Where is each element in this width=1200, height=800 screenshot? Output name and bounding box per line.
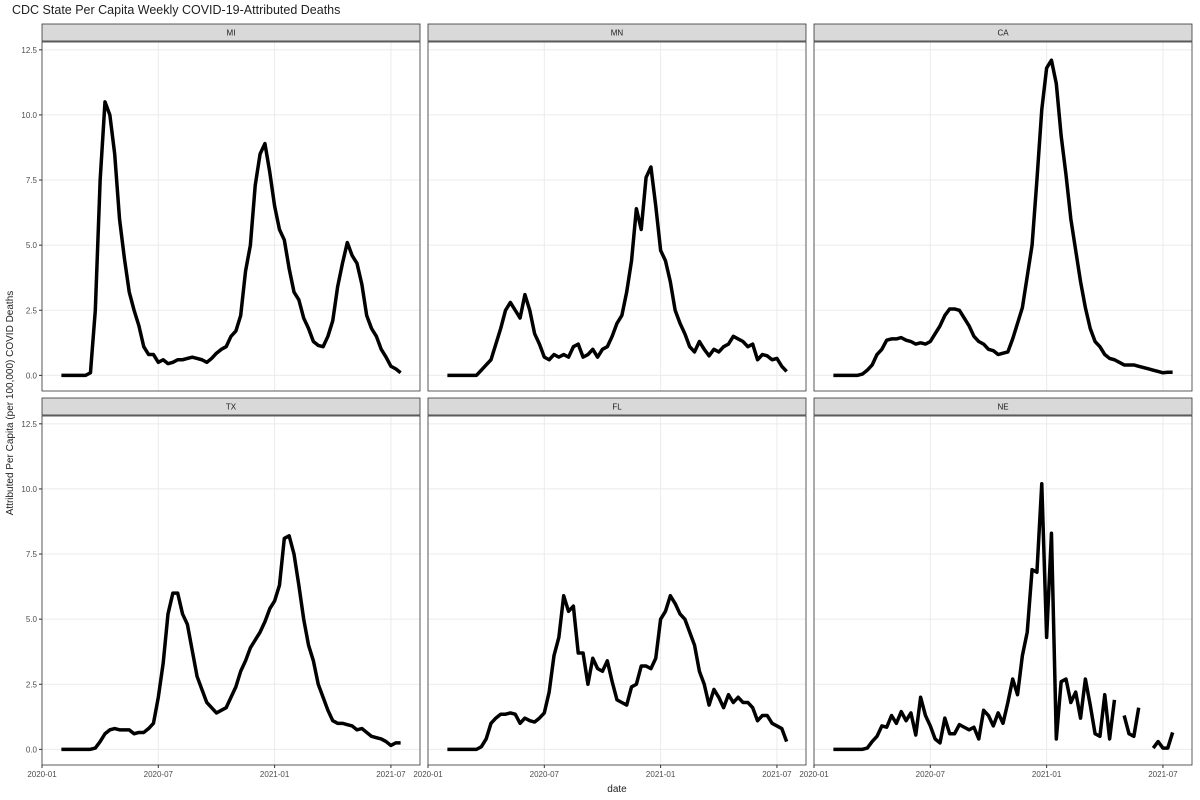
y-axis-label: Attributed Per Capita (per 100,000) COVI… [5, 291, 16, 516]
panel [42, 416, 420, 765]
y-tick-label: 0.0 [26, 745, 38, 754]
strip-label: TX [226, 403, 237, 412]
strip-label: NE [997, 403, 1008, 412]
panel-border [813, 41, 1193, 392]
y-tick-label: 10.0 [21, 111, 37, 120]
y-tick-label: 2.5 [26, 680, 38, 689]
strip [41, 23, 421, 42]
panel [428, 416, 806, 765]
chart-title: CDC State Per Capita Weekly COVID-19-Att… [12, 3, 340, 17]
strip [427, 397, 807, 416]
strip-label: MI [227, 29, 236, 38]
panel-border [813, 415, 1193, 766]
strip-label: FL [612, 403, 622, 412]
x-tick-label: 2021-07 [1148, 770, 1178, 779]
strip [427, 23, 807, 42]
panel-border [41, 41, 421, 392]
y-tick-label: 0.0 [26, 371, 38, 380]
y-tick-label: 12.5 [21, 420, 37, 429]
x-tick-label: 2021-01 [646, 770, 676, 779]
x-axis-label: date [607, 784, 627, 795]
x-tick-label: 2020-01 [413, 770, 443, 779]
x-tick-label: 2020-07 [530, 770, 560, 779]
x-tick-label: 2021-01 [1032, 770, 1062, 779]
strip-label: CA [997, 29, 1009, 38]
x-tick-label: 2021-07 [376, 770, 406, 779]
line [447, 593, 789, 752]
line [833, 58, 1173, 378]
strip [41, 397, 421, 416]
x-tick-label: 2020-07 [144, 770, 174, 779]
panel-border [41, 415, 421, 766]
strip [813, 23, 1193, 42]
line [61, 100, 402, 378]
x-tick-label: 2020-01 [799, 770, 829, 779]
x-tick-label: 2020-01 [27, 770, 57, 779]
y-tick-label: 5.0 [26, 615, 38, 624]
panel [428, 42, 806, 391]
line [833, 481, 1175, 752]
strip-label: MN [611, 29, 624, 38]
strip [813, 397, 1193, 416]
y-tick-label: 12.5 [21, 46, 37, 55]
y-tick-label: 2.5 [26, 306, 38, 315]
y-tick-label: 7.5 [26, 176, 38, 185]
panel [814, 42, 1192, 391]
panel-border [427, 41, 807, 392]
x-tick-label: 2020-07 [916, 770, 946, 779]
y-tick-label: 10.0 [21, 485, 37, 494]
line [61, 534, 401, 752]
y-tick-label: 5.0 [26, 241, 38, 250]
x-tick-label: 2021-07 [762, 770, 792, 779]
line [447, 165, 788, 378]
panel [814, 416, 1192, 765]
x-tick-label: 2021-01 [260, 770, 290, 779]
y-tick-label: 7.5 [26, 550, 38, 559]
panel-border [427, 415, 807, 766]
